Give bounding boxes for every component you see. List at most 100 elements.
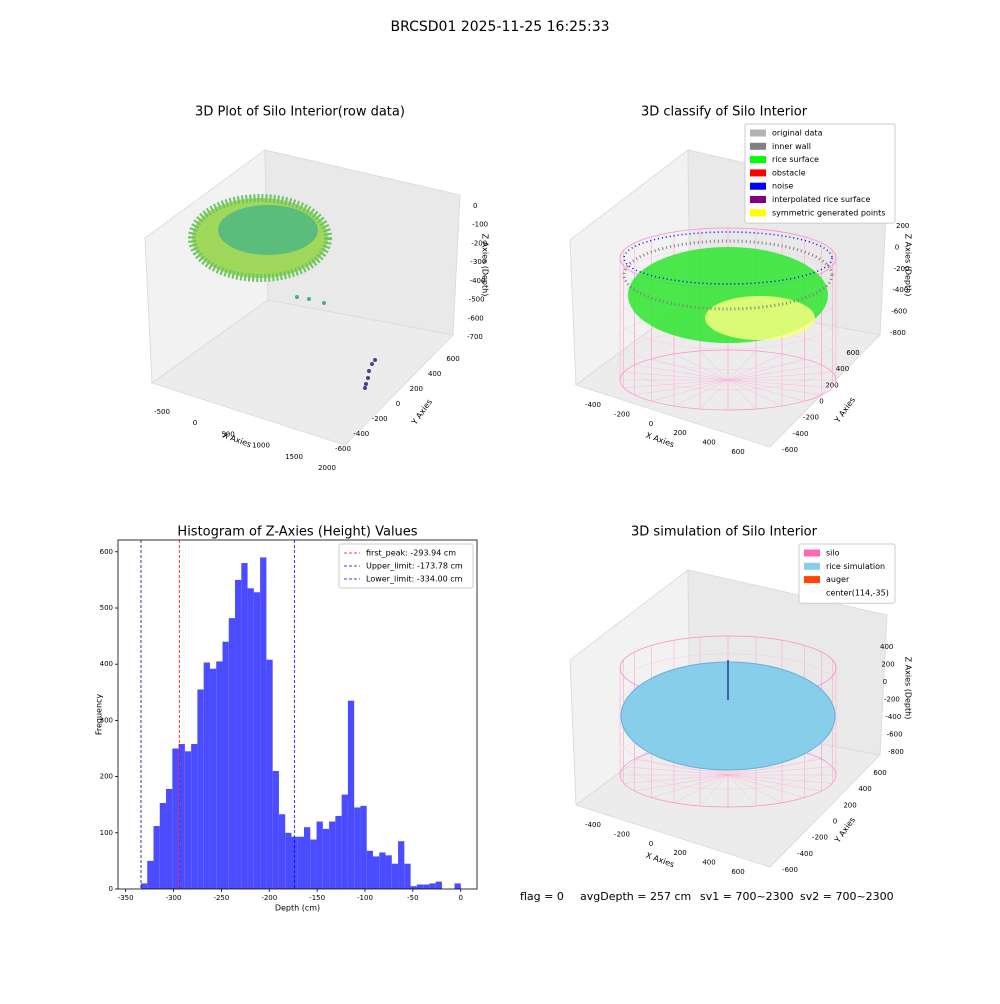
bar [297, 836, 305, 889]
tick-label: 400 [880, 643, 893, 651]
bar [178, 744, 185, 889]
silo-floor [699, 379, 729, 410]
subplot-title: 3D classify of Silo Interior [641, 105, 808, 120]
tick-label: -200 [803, 414, 819, 422]
legend-frame [798, 543, 896, 604]
footer-sv2: sv2 = 700~2300 [800, 890, 894, 903]
silo-floor [727, 379, 783, 407]
tick-label: -400 [793, 430, 809, 438]
tick-label: 0 [895, 243, 899, 251]
silo-floor [699, 350, 729, 381]
tick-label: -400 [892, 286, 908, 294]
legend-swatch [750, 142, 766, 150]
point [363, 386, 367, 390]
subplot-title: 3D Plot of Silo Interior(row data) [195, 105, 405, 120]
legend-label: Lower_limit: -334.00 cm [366, 575, 463, 584]
point [370, 362, 374, 366]
legend-label: silo [826, 549, 840, 558]
subplot-title: 3D simulation of Silo Interior [631, 525, 818, 540]
silo-floor [634, 364, 729, 381]
tick-label: -400 [797, 850, 813, 858]
y-tick-label: 400 [100, 660, 113, 668]
bar [266, 659, 273, 889]
legend-label: obstacle [772, 168, 806, 177]
point [295, 295, 299, 299]
silo-floor [727, 372, 833, 381]
y-tick-label: 300 [100, 716, 113, 724]
bar [228, 618, 236, 889]
bar [454, 883, 461, 889]
tick-label: 400 [836, 365, 849, 373]
tick-label: 200 [673, 849, 686, 857]
tick-label: -600 [887, 731, 903, 739]
legend-swatch [750, 182, 766, 190]
y-tick-label: 100 [100, 829, 113, 837]
silo-floor [673, 774, 729, 803]
bar [341, 794, 348, 889]
legend-label: interpolated rice surface [772, 195, 870, 204]
x-tick-label: -50 [407, 894, 418, 902]
tick-label: -600 [468, 314, 484, 322]
legend-label: original data [772, 129, 823, 138]
point [367, 369, 371, 373]
bar [272, 770, 279, 889]
tick-label: -200 [884, 696, 900, 704]
tick-label: -500 [154, 408, 170, 416]
silo-floor [727, 358, 805, 381]
bar [322, 828, 330, 889]
bar [366, 850, 373, 889]
bar [391, 863, 399, 889]
bar [429, 883, 436, 889]
tick-label: -600 [335, 445, 351, 453]
tick-label: -800 [890, 329, 906, 337]
legend-label: first_peak: -293.94 cm [366, 549, 456, 558]
point [322, 301, 326, 305]
axis-label: Y Axies [832, 396, 857, 426]
y-tick-label: 500 [100, 604, 113, 612]
x-tick-label: -250 [213, 894, 229, 902]
bar [203, 662, 210, 889]
bar [372, 856, 380, 889]
legend-swatch [750, 209, 766, 217]
bar [222, 641, 229, 889]
bar [410, 886, 417, 889]
legend-label: auger [826, 575, 850, 584]
tick-label: -600 [891, 308, 907, 316]
tick-label: -200 [614, 410, 630, 418]
legend-label: rice simulation [826, 562, 885, 571]
point [373, 358, 377, 362]
tick-label: -800 [888, 748, 904, 756]
silo-floor [673, 379, 729, 407]
bar [398, 841, 405, 889]
tick-label: -400 [585, 401, 601, 409]
plot-frame [117, 539, 478, 890]
tick-label: 600 [846, 349, 859, 357]
legend-swatch [750, 129, 766, 137]
tick-label: -500 [469, 296, 485, 304]
point [364, 382, 368, 386]
tick-label: 0 [396, 400, 400, 408]
footer-flag: flag = 0 [520, 890, 564, 903]
bar [416, 884, 424, 889]
silo-floor [651, 774, 729, 798]
tick-label: 200 [825, 381, 838, 389]
silo-floor [727, 379, 757, 410]
bar [316, 821, 323, 889]
tick-label: -400 [885, 713, 901, 721]
tick-label: 0 [833, 818, 837, 826]
tick-label: 0 [193, 419, 197, 427]
bar [435, 881, 442, 889]
silo-floor [727, 774, 833, 784]
bar [209, 668, 217, 889]
tick-label: 1500 [285, 453, 303, 461]
bar [354, 807, 361, 889]
tick-label: -700 [467, 333, 483, 341]
tick-label: -400 [353, 430, 369, 438]
tick-label: 600 [873, 769, 886, 777]
tick-label: -200 [894, 265, 910, 273]
x-tick-label: -350 [118, 894, 134, 902]
bar [253, 592, 261, 889]
legend-frame [744, 123, 896, 224]
bar [241, 563, 248, 889]
